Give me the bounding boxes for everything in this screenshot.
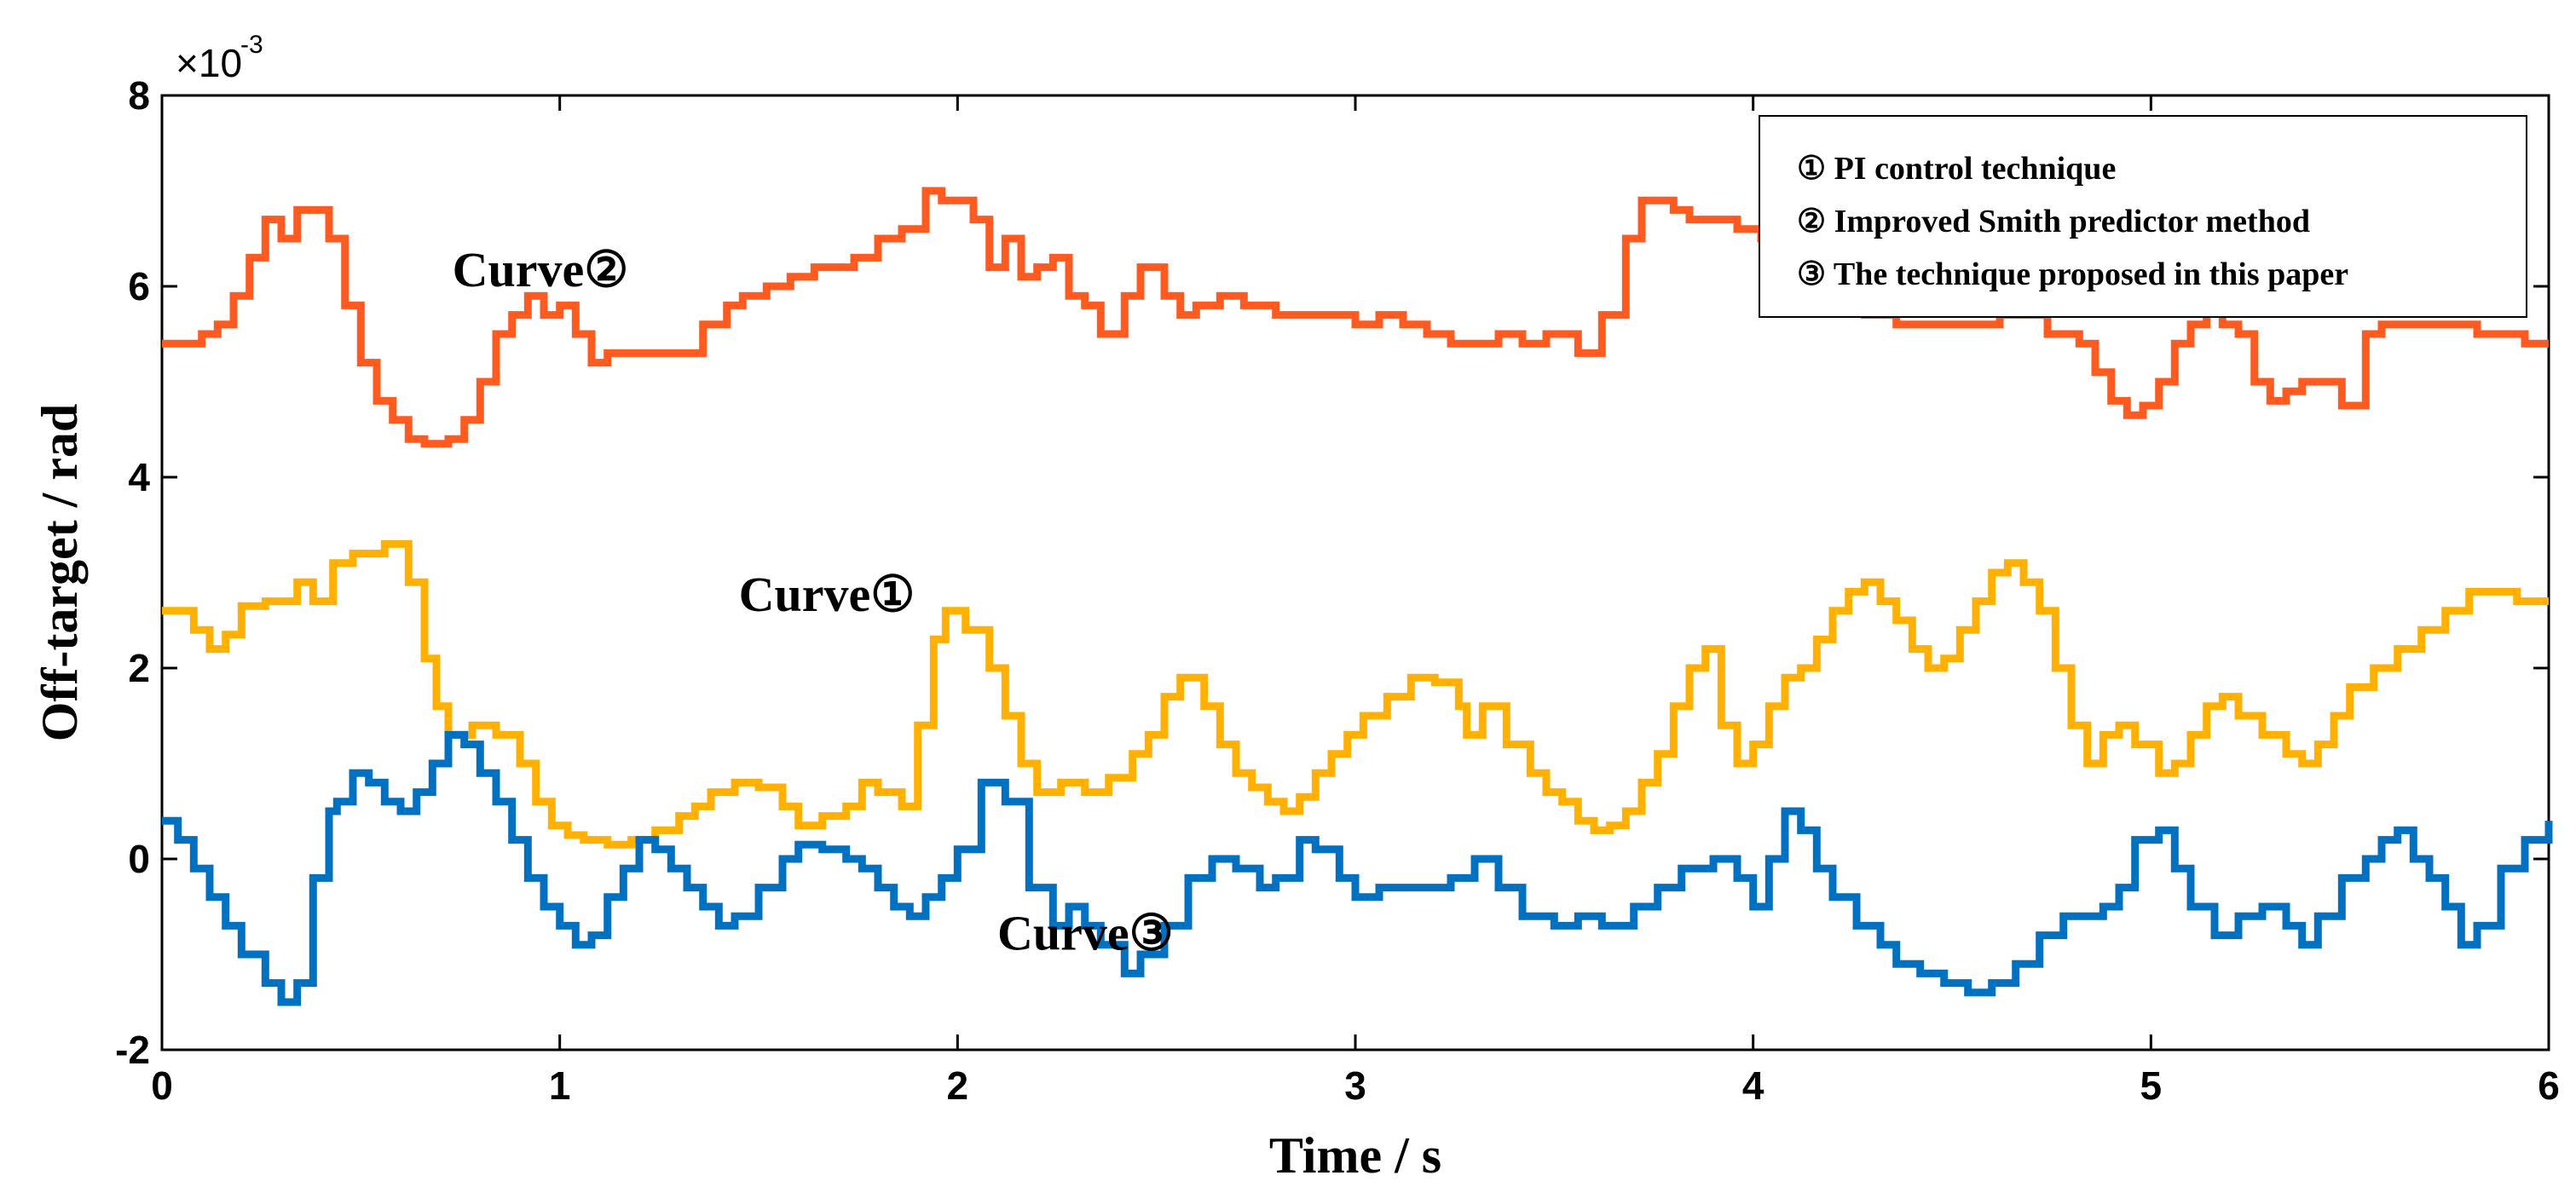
series-layer — [162, 187, 2553, 1006]
y-tick-label: 4 — [128, 455, 150, 499]
x-axis-label: Time / s — [1269, 1127, 1441, 1184]
x-tick-label: 6 — [2538, 1063, 2560, 1108]
legend-item-smith-predictor: ② Improved Smith predictor method — [1797, 204, 2310, 239]
curve-3-label: Curve③ — [997, 905, 1174, 960]
legend: ① PI control technique ② Improved Smith … — [1759, 115, 2527, 318]
curve-2-label: Curve② — [453, 242, 629, 297]
x-tick-label: 3 — [1344, 1063, 1366, 1108]
curve-1-label: Curve① — [739, 567, 915, 622]
y-scale-exponent: -3 — [240, 31, 263, 59]
y-tick-label: 8 — [128, 73, 150, 118]
series-line-pi-control — [162, 539, 2549, 849]
x-tick-label: 2 — [947, 1063, 969, 1108]
x-tick-label: 1 — [549, 1063, 571, 1108]
y-axis-label: Off-target / rad — [32, 404, 88, 742]
x-tick-label: 0 — [151, 1063, 173, 1108]
series-line-smith-predictor — [162, 187, 2549, 448]
legend-item-pi-control: ① PI control technique — [1797, 151, 2116, 187]
y-tick-label: 0 — [128, 837, 150, 881]
y-scale-multiplier: ×10 -3 — [176, 31, 263, 85]
legend-item-proposed-technique: ③ The technique proposed in this paper — [1797, 256, 2348, 292]
y-scale-factor: ×10 — [176, 41, 242, 85]
x-tick-label: 5 — [2140, 1063, 2163, 1108]
y-tick-label: -2 — [115, 1028, 150, 1072]
series-line-proposed-technique — [162, 730, 2553, 1006]
y-tick-label: 6 — [128, 264, 150, 308]
y-tick-label: 2 — [128, 646, 150, 690]
legend-box — [1759, 115, 2527, 318]
x-tick-label: 4 — [1742, 1063, 1765, 1108]
